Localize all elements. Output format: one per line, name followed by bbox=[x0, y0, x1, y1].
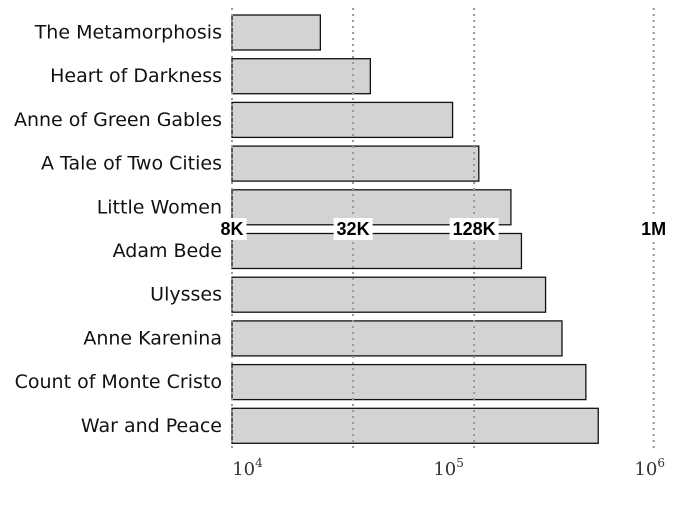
category-label: Anne Karenina bbox=[83, 327, 222, 349]
reference-label-background bbox=[638, 218, 670, 240]
x-tick-label: 105 bbox=[433, 456, 464, 480]
bar-7 bbox=[231, 320, 563, 357]
category-label: Ulysses bbox=[150, 284, 222, 306]
reference-lines-group: 8K 32K 128K 1M bbox=[217, 8, 670, 450]
reference-label-group: 1M bbox=[638, 218, 670, 240]
category-label: Count of Monte Cristo bbox=[15, 371, 222, 393]
x-tick-base: 10 bbox=[433, 459, 456, 480]
bars-group bbox=[231, 14, 599, 444]
reference-label: 1M bbox=[641, 219, 666, 239]
x-tick-label: 104 bbox=[232, 456, 263, 480]
x-tick-exponent: 6 bbox=[657, 456, 665, 470]
bar-0 bbox=[231, 14, 321, 51]
reference-label-background bbox=[333, 218, 373, 240]
bar-1 bbox=[231, 58, 372, 95]
x-tick-base: 10 bbox=[634, 459, 657, 480]
reference-label-group: 8K bbox=[217, 218, 247, 240]
category-label: Little Women bbox=[97, 196, 222, 218]
x-tick-exponent: 4 bbox=[255, 456, 263, 470]
x-tick-label: 106 bbox=[634, 456, 665, 480]
x-tick-base: 10 bbox=[232, 459, 255, 480]
reference-label: 8K bbox=[220, 219, 243, 239]
bar-3 bbox=[231, 145, 480, 182]
reference-label-background bbox=[449, 218, 499, 240]
bar-6 bbox=[231, 276, 547, 313]
x-axis-ticks: 104 105 106 bbox=[232, 456, 665, 480]
category-label: Heart of Darkness bbox=[50, 65, 222, 87]
reference-label-group: 32K bbox=[333, 218, 373, 240]
reference-label: 32K bbox=[337, 219, 370, 239]
reference-label-group: 128K bbox=[449, 218, 499, 240]
bar-2 bbox=[231, 101, 454, 139]
category-label: Adam Bede bbox=[113, 240, 222, 262]
reference-label: 128K bbox=[453, 219, 496, 239]
category-label: The Metamorphosis bbox=[34, 22, 222, 44]
bar-9 bbox=[231, 407, 599, 444]
category-label: War and Peace bbox=[81, 415, 222, 437]
category-label: A Tale of Two Cities bbox=[41, 153, 222, 175]
reference-label-background bbox=[217, 218, 247, 240]
category-labels: The Metamorphosis Heart of Darkness Anne o… bbox=[14, 22, 222, 437]
x-tick-exponent: 5 bbox=[456, 456, 464, 470]
category-label: Anne of Green Gables bbox=[14, 109, 222, 131]
bar-8 bbox=[231, 363, 587, 401]
